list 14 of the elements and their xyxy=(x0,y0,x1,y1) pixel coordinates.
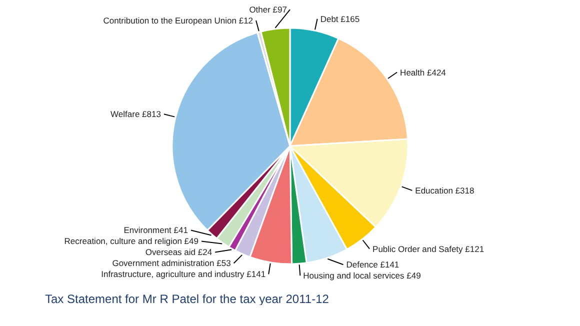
slice-label: Government administration £53 xyxy=(112,258,232,268)
slice-label: Education £318 xyxy=(415,185,475,196)
slice-label: Infrastructure, agriculture and industry £141 xyxy=(101,269,266,280)
slice-label: Contribution to the European Union £12 xyxy=(103,16,254,26)
slice-label: Health £424 xyxy=(400,67,446,78)
slice-label: Debt £165 xyxy=(320,14,360,24)
slice-label: Recreation, culture and religion £49 xyxy=(64,236,199,246)
slice-label: Environment £41 xyxy=(124,225,188,236)
slice-label: Defence £141 xyxy=(346,260,400,270)
slice-label: Overseas aid £24 xyxy=(145,247,212,258)
slice-label: Public Order and Safety £121 xyxy=(372,244,484,254)
slice-label: Welfare £813 xyxy=(110,109,162,120)
slice-label: Housing and local services £49 xyxy=(303,270,422,281)
slice-label: Other £97 xyxy=(249,4,288,15)
